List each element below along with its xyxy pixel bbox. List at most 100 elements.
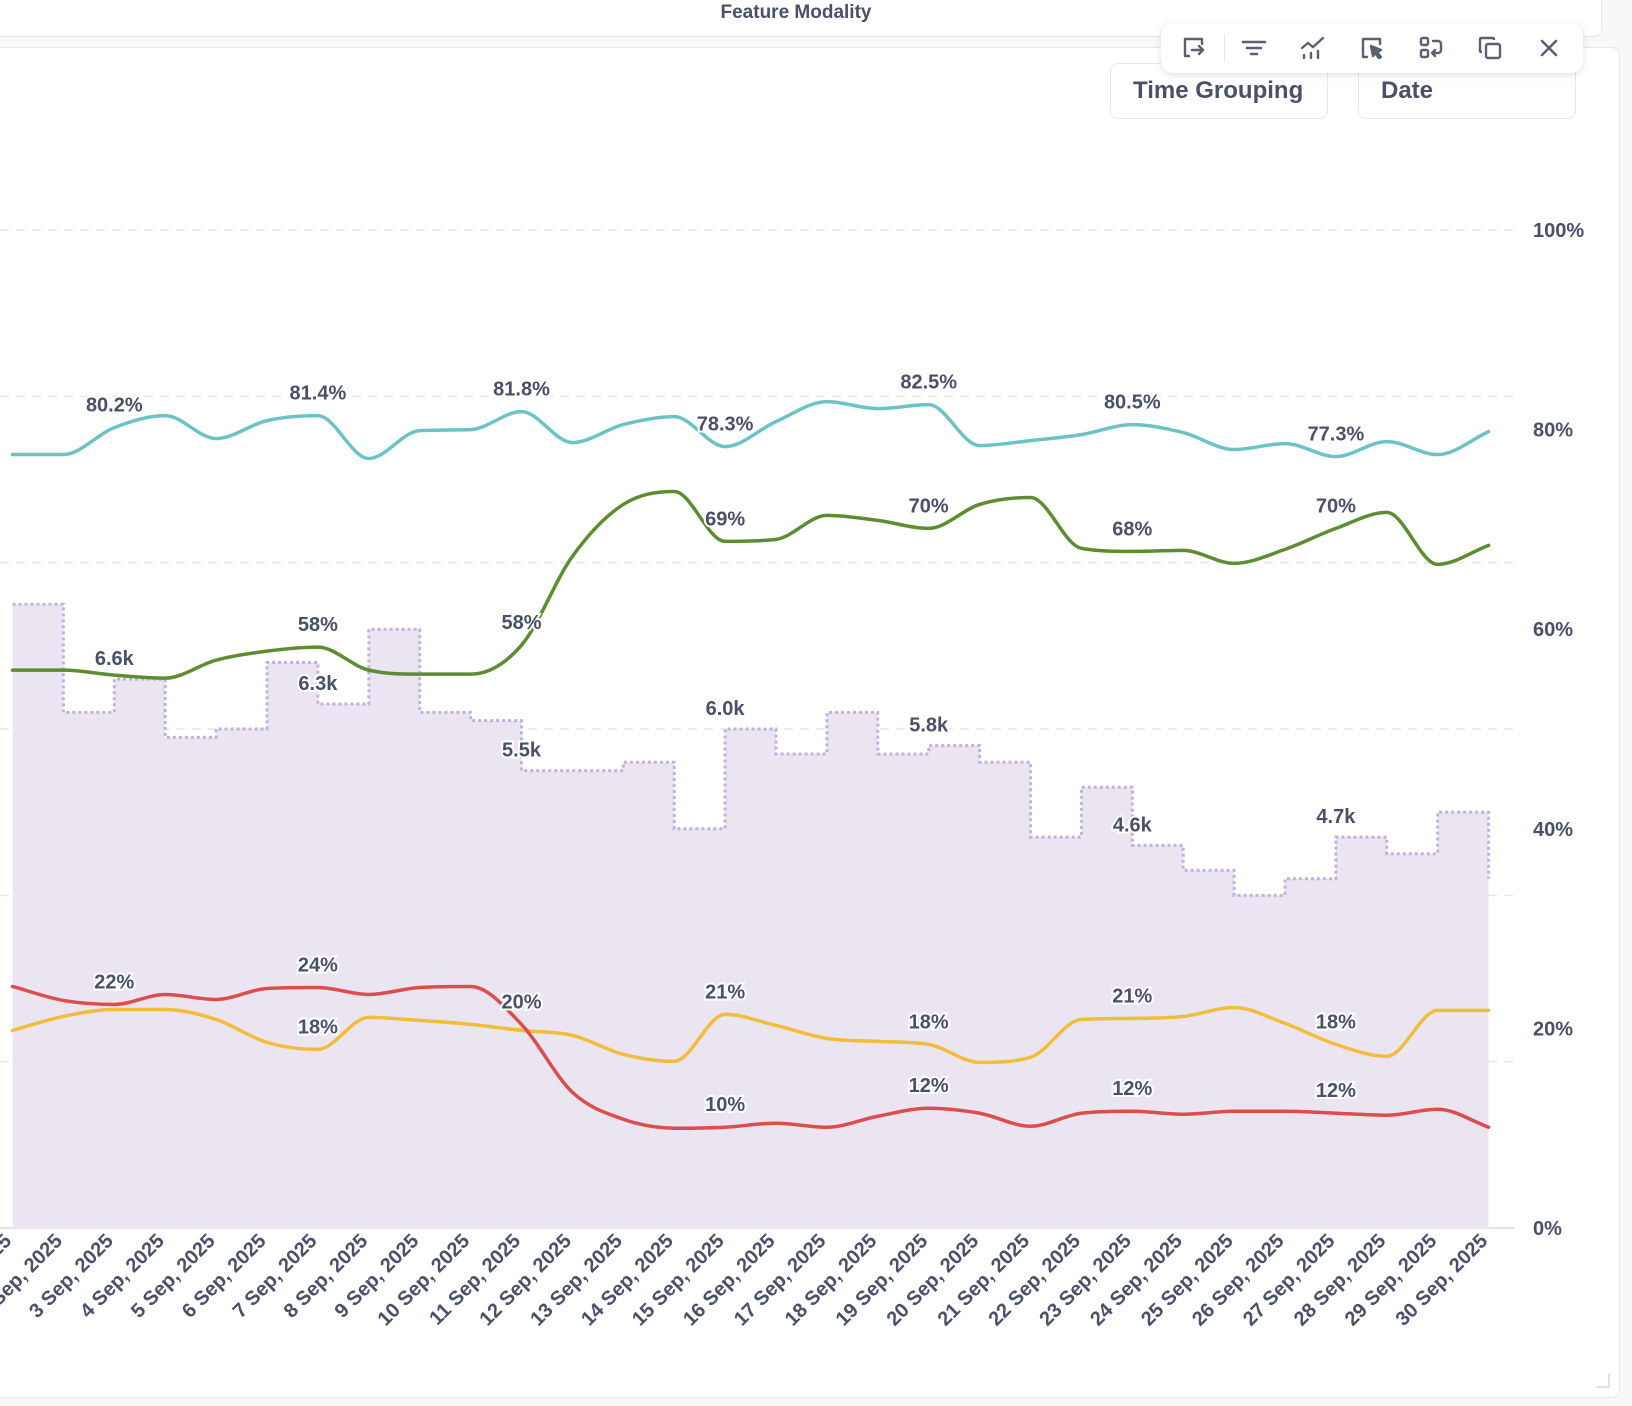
data-point <box>978 444 982 448</box>
data-point <box>1283 1109 1287 1113</box>
select-icon[interactable] <box>1353 29 1391 67</box>
series-line <box>10 489 1491 680</box>
y-tick-label: 100% <box>1533 220 1584 242</box>
data-point <box>978 502 982 506</box>
count-area <box>12 604 1489 1228</box>
data-point <box>825 1125 829 1129</box>
count-bar <box>13 604 64 1228</box>
data-point <box>876 1039 880 1043</box>
data-point <box>927 1042 931 1046</box>
data-label: 18% <box>909 1011 949 1033</box>
data-point <box>1079 433 1083 437</box>
swap-icon[interactable] <box>1412 29 1450 67</box>
data-point <box>927 1106 931 1110</box>
filter-icon[interactable] <box>1235 29 1273 67</box>
resize-handle[interactable] <box>1596 1374 1610 1388</box>
data-point <box>112 426 116 430</box>
data-label: 12% <box>1112 1078 1152 1100</box>
data-point <box>265 1040 269 1044</box>
data-point <box>1334 1111 1338 1115</box>
data-point <box>978 1060 982 1064</box>
data-label: 12% <box>909 1075 949 1097</box>
data-label: 5.8k <box>909 715 949 737</box>
data-point <box>1232 1005 1236 1009</box>
data-point <box>265 419 269 423</box>
data-point <box>1181 1112 1185 1116</box>
data-point <box>61 668 65 672</box>
data-point <box>418 672 422 676</box>
count-bar <box>420 712 471 1228</box>
y-tick-label: 60% <box>1533 619 1573 641</box>
y-tick-label: 40% <box>1533 819 1573 841</box>
data-point <box>723 1012 727 1016</box>
data-label: 69% <box>705 508 745 530</box>
chart-title: Feature Modality <box>720 2 872 23</box>
count-bar <box>725 729 776 1228</box>
data-point <box>11 668 15 672</box>
count-bar <box>267 662 318 1228</box>
data-point <box>774 537 778 541</box>
data-label: 21% <box>705 981 745 1003</box>
data-point <box>1385 440 1389 444</box>
data-point <box>265 986 269 990</box>
count-bar <box>878 754 929 1228</box>
data-point <box>672 1126 676 1130</box>
data-point <box>1334 455 1338 459</box>
data-point <box>520 643 524 647</box>
data-label: 58% <box>501 612 541 634</box>
data-point <box>1334 1042 1338 1046</box>
data-point <box>112 1007 116 1011</box>
data-point <box>1232 561 1236 565</box>
data-point <box>570 1033 574 1037</box>
data-point <box>1283 547 1287 551</box>
count-bar <box>980 762 1031 1228</box>
data-point <box>927 403 931 407</box>
data-point <box>1487 543 1491 547</box>
export-icon[interactable] <box>1175 29 1213 67</box>
count-bar <box>623 762 674 1228</box>
data-point <box>978 1111 982 1115</box>
count-bar <box>1132 845 1183 1228</box>
data-point <box>723 445 727 449</box>
data-point <box>214 997 218 1001</box>
data-point <box>1232 448 1236 452</box>
data-point <box>1029 495 1033 499</box>
data-point <box>1385 1113 1389 1117</box>
data-point <box>1079 1111 1083 1115</box>
time-grouping-label: Time Grouping <box>1133 77 1304 104</box>
y-tick-label: 0% <box>1533 1218 1562 1240</box>
count-step-line <box>12 602 1491 897</box>
count-bar <box>674 829 725 1228</box>
count-bar <box>1183 870 1234 1228</box>
data-point <box>723 1125 727 1129</box>
data-point <box>876 407 880 411</box>
count-bar <box>1234 895 1285 1228</box>
chart-type-icon[interactable] <box>1294 29 1332 67</box>
data-point <box>1436 1107 1440 1111</box>
data-point <box>621 1052 625 1056</box>
close-icon[interactable] <box>1530 29 1568 67</box>
data-point <box>469 1022 473 1026</box>
data-point <box>61 453 65 457</box>
data-point <box>1334 526 1338 530</box>
data-point <box>61 998 65 1002</box>
data-point <box>672 1059 676 1063</box>
data-point <box>1029 439 1033 443</box>
data-point <box>570 1090 574 1094</box>
data-point <box>163 414 167 418</box>
data-point <box>1130 549 1134 553</box>
data-point <box>112 1002 116 1006</box>
count-bar <box>1285 879 1336 1228</box>
data-point <box>1436 562 1440 566</box>
data-point <box>418 1018 422 1022</box>
data-point <box>672 415 676 419</box>
data-point <box>11 984 15 988</box>
data-label: 80.5% <box>1104 392 1161 414</box>
count-bar <box>114 679 165 1228</box>
data-label: 80.2% <box>86 395 143 417</box>
data-point <box>1130 423 1134 427</box>
data-point <box>621 502 625 506</box>
data-point <box>876 1114 880 1118</box>
duplicate-icon[interactable] <box>1471 29 1509 67</box>
